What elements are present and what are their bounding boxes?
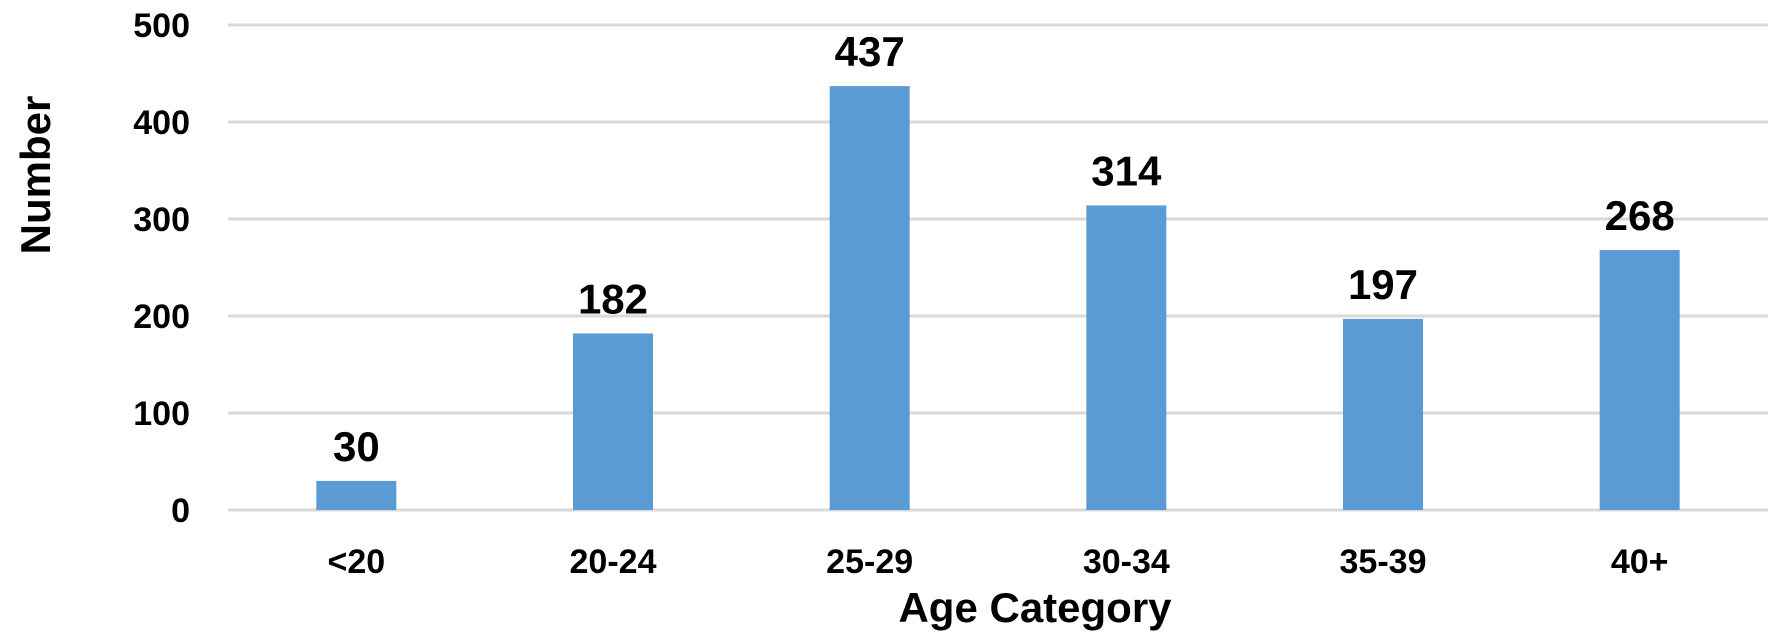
x-axis-ticks: <20 20-24 25-29 30-34 35-39 40+ [327, 543, 1668, 581]
bar-40+ [1599, 250, 1680, 511]
bars [316, 86, 1680, 511]
data-label: 314 [1091, 147, 1162, 194]
x-tick-label: 30-34 [1083, 543, 1170, 581]
y-axis-title: Number [12, 96, 59, 255]
data-label: 182 [578, 275, 648, 322]
bar-20-24 [573, 333, 653, 510]
data-label: 197 [1348, 261, 1418, 308]
x-axis-title: Age Category [898, 584, 1172, 631]
bar-<20 [316, 480, 397, 510]
data-label: 30 [333, 423, 380, 470]
x-tick-label: 25-29 [826, 543, 913, 581]
bar-25-29 [829, 86, 910, 511]
x-tick-label: <20 [327, 543, 385, 581]
bar-30-34 [1086, 205, 1167, 511]
y-axis-ticks: 0 100 200 300 400 500 [133, 7, 190, 530]
bar-35-39 [1343, 318, 1423, 510]
y-tick-label: 100 [133, 395, 190, 433]
y-tick-label: 0 [171, 492, 190, 530]
data-label: 437 [835, 28, 905, 75]
x-tick-label: 20-24 [570, 543, 657, 581]
gridlines [228, 23, 1768, 512]
data-label: 268 [1605, 192, 1675, 239]
x-tick-label: 40+ [1611, 543, 1669, 581]
data-labels: 30 182 437 314 197 268 [333, 28, 1675, 470]
y-tick-label: 400 [133, 104, 190, 142]
y-tick-label: 300 [133, 201, 190, 239]
x-tick-label: 35-39 [1340, 543, 1427, 581]
y-tick-label: 200 [133, 298, 190, 336]
y-tick-label: 500 [133, 7, 190, 45]
